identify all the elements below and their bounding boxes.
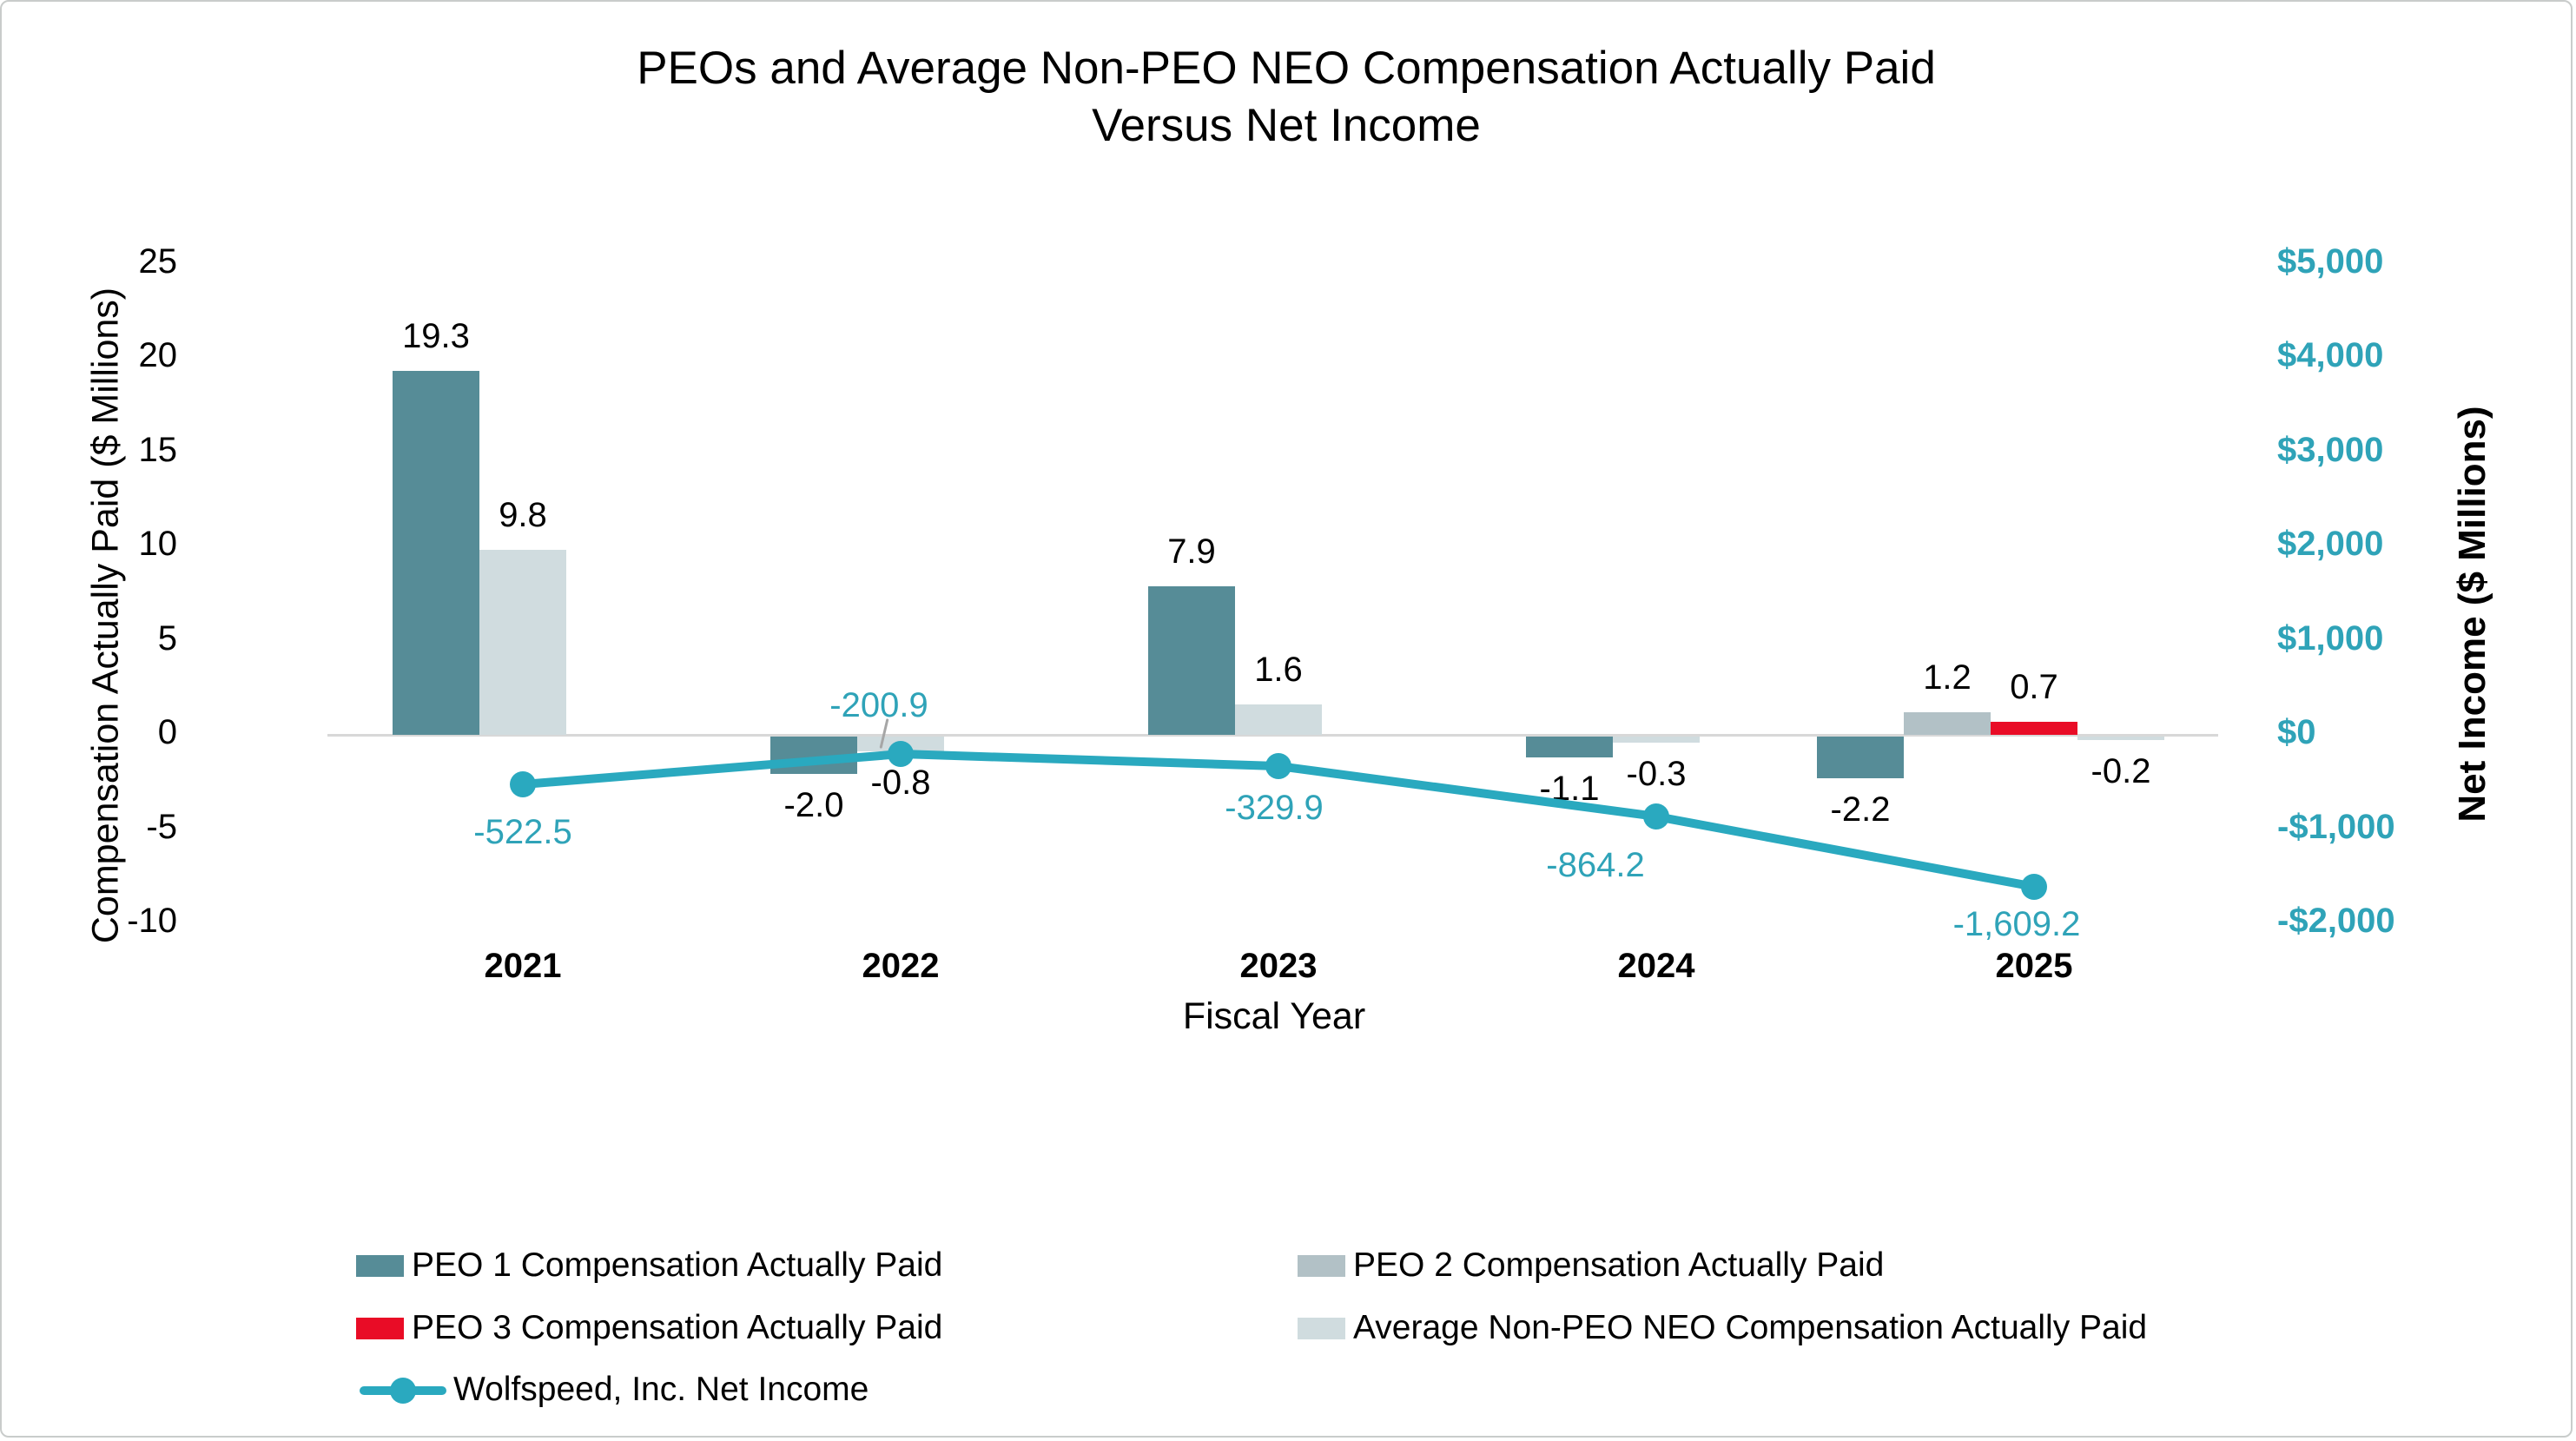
x-axis-category-label: 2023: [1239, 947, 1318, 985]
bar-value-label: -2.2: [1830, 790, 1891, 829]
bar-2023: [1235, 704, 1322, 735]
bar-value-label: 19.3: [402, 317, 470, 356]
bar-value-label: 9.8: [499, 496, 547, 535]
legend-swatch-line-marker: [390, 1378, 416, 1404]
bar-2025: [1817, 737, 1904, 778]
legend-swatch-bar: [356, 1255, 404, 1277]
bar-value-label: 0.7: [2010, 667, 2058, 706]
legend-label: Wolfspeed, Inc. Net Income: [453, 1371, 869, 1408]
left-axis-tick: 5: [157, 618, 177, 658]
legend-label: PEO 2 Compensation Actually Paid: [1353, 1246, 1885, 1284]
x-axis-category-label: 2021: [484, 947, 562, 985]
legend-swatch-bar: [1298, 1318, 1345, 1339]
legend-label: PEO 1 Compensation Actually Paid: [412, 1246, 943, 1284]
legend-label: Average Non-PEO NEO Compensation Actuall…: [1353, 1309, 2148, 1346]
net-income-value-label: -329.9: [1225, 788, 1324, 827]
x-axis-title: Fiscal Year: [1182, 995, 1366, 1037]
net-income-marker: [888, 740, 914, 767]
left-axis-tick: 20: [138, 336, 178, 374]
bar-2024: [1613, 737, 1700, 743]
right-axis-title: Net Income ($ Millions): [2451, 406, 2493, 823]
left-axis-title: Compensation Actually Paid ($ Millions): [84, 287, 127, 944]
bar-2024: [1526, 737, 1613, 757]
left-axis-tick: -10: [127, 902, 177, 940]
right-axis-tick: $4,000: [2277, 336, 2384, 374]
right-axis-tick: $0: [2277, 713, 2316, 751]
right-axis-tick: -$2,000: [2277, 902, 2395, 940]
x-axis-category-label: 2025: [1995, 947, 2073, 985]
net-income-value-label: -522.5: [473, 812, 572, 851]
chart-title: PEOs and Average Non-PEO NEO Compensatio…: [2, 40, 2571, 155]
bar-2021: [479, 550, 566, 735]
net-income-marker: [510, 770, 536, 797]
x-axis-category-label: 2024: [1617, 947, 1695, 985]
bar-2021: [393, 371, 479, 735]
net-income-value-label: -200.9: [829, 685, 928, 724]
right-axis-tick: $1,000: [2277, 618, 2384, 658]
bar-value-label: -0.8: [870, 763, 931, 803]
chart-title-line2: Versus Net Income: [1092, 100, 1481, 151]
left-axis-tick: 0: [157, 713, 177, 751]
left-axis-tick: -5: [146, 807, 177, 846]
bar-2025: [1991, 721, 2077, 735]
right-axis-tick: $5,000: [2277, 241, 2384, 281]
left-axis-tick: 15: [138, 430, 178, 469]
left-axis-tick: 25: [138, 241, 178, 281]
x-axis-category-label: 2022: [862, 947, 940, 985]
bar-2025: [1904, 711, 1991, 735]
bar-value-label: 1.2: [1923, 658, 1972, 697]
bar-value-label: 7.9: [1167, 532, 1216, 571]
legend-label: PEO 3 Compensation Actually Paid: [412, 1309, 943, 1346]
net-income-value-label: -1,609.2: [1952, 904, 2081, 943]
bar-2025: [2077, 737, 2164, 741]
bar-value-label: -2.0: [783, 786, 844, 825]
net-income-marker: [1643, 803, 1669, 830]
net-income-value-label: -864.2: [1546, 845, 1645, 884]
bar-value-label: 1.6: [1254, 651, 1303, 690]
legend-swatch-bar: [1298, 1255, 1345, 1277]
bar-value-label: -0.2: [2091, 752, 2151, 791]
chart-title-line1: PEOs and Average Non-PEO NEO Compensatio…: [637, 43, 1936, 94]
right-axis-tick: $2,000: [2277, 525, 2384, 563]
bar-2023: [1148, 585, 1235, 735]
legend-swatch-bar: [356, 1318, 404, 1339]
zero-gridline: [327, 734, 2218, 737]
left-axis-tick: 10: [138, 525, 178, 563]
net-income-marker: [2021, 873, 2047, 900]
net-income-marker: [1265, 752, 1291, 779]
bar-value-label: -0.3: [1626, 754, 1687, 793]
right-axis-tick: $3,000: [2277, 430, 2384, 469]
right-axis-tick: -$1,000: [2277, 807, 2395, 846]
